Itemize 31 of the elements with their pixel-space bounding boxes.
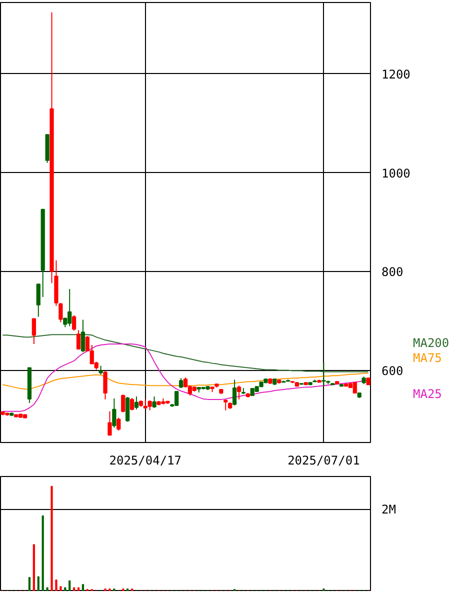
candlestick [32,318,36,345]
text: MA75 [413,350,442,365]
y-tick-label: 1200 [382,67,410,82]
candlestick [112,398,116,428]
candlestick [236,385,242,400]
candlestick [80,319,86,352]
candlestick [178,378,184,389]
candlestick [108,410,112,436]
candlestick [125,396,130,422]
candlestick [36,284,40,318]
candlestick [134,396,139,410]
candlestick [322,362,326,388]
y-tick-label: 2M [382,502,396,516]
text: MA200 [413,336,450,350]
candlestick [148,400,152,411]
candlestick [224,398,228,411]
candlestick [103,370,108,400]
candlestick [121,394,126,413]
candlestick [130,397,134,411]
y-tick-label: 800 [382,265,404,280]
candlestick [72,314,76,332]
y-tick-label: 600 [382,364,404,378]
candlestick [116,417,121,432]
candlestick [152,396,156,408]
x-tick-label: 2025/04/17 [109,454,182,468]
y-tick-label: 1000 [382,166,410,180]
text: MA25 [413,386,442,401]
candlestick [58,302,63,323]
candlestick [232,379,237,406]
candlestick [76,330,81,350]
x-tick-label: 2025/07/01 [288,454,360,468]
